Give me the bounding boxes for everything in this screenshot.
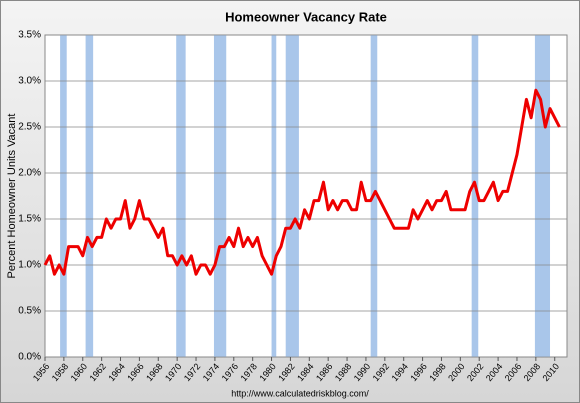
y-tick-label: 2.5% <box>18 122 41 133</box>
recession-band <box>85 35 94 357</box>
recession-band <box>534 35 551 357</box>
recession-band <box>285 35 299 357</box>
y-tick-label: 3.5% <box>18 30 41 41</box>
chart-title: Homeowner Vacancy Rate <box>225 9 387 24</box>
source: http://www.calculatedriskblog.com/ <box>231 388 369 398</box>
y-tick-label: 0.5% <box>18 306 41 317</box>
recession-band <box>271 35 277 357</box>
recession-band <box>60 35 67 357</box>
recession-band <box>471 35 479 357</box>
y-tick-label: 0.0% <box>18 352 41 363</box>
y-axis-label: Percent Homeowner Units Vacant <box>6 114 18 279</box>
y-tick-label: 1.0% <box>18 260 41 271</box>
line <box>43 88 561 276</box>
recession-band <box>213 35 227 357</box>
plot-area <box>44 34 568 358</box>
y-tick-label: 2.0% <box>18 168 41 179</box>
recession-band <box>176 35 186 357</box>
y-tick-label: 1.5% <box>18 214 41 225</box>
y-tick-label: 3.0% <box>18 76 41 87</box>
